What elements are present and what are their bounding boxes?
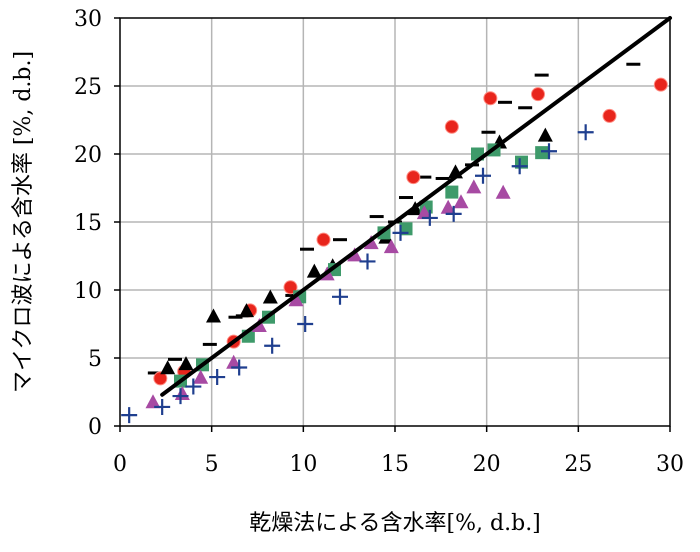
plus-point xyxy=(185,378,202,395)
triangle-point xyxy=(160,360,176,375)
plus-point xyxy=(511,158,528,175)
x-tick-label: 15 xyxy=(381,452,409,477)
y-tick-label: 0 xyxy=(88,415,102,440)
triangle-point xyxy=(537,127,553,142)
plus-point xyxy=(297,316,314,332)
triangle-point xyxy=(453,194,469,209)
plus-point xyxy=(332,288,348,305)
triangle-point xyxy=(416,205,432,220)
triangle-point xyxy=(193,369,209,384)
circle-point xyxy=(406,170,421,185)
y-tick-label: 10 xyxy=(74,279,102,304)
triangle-point xyxy=(239,303,254,318)
plus-point xyxy=(231,359,248,376)
triangle-point xyxy=(383,239,399,254)
y-tick-label: 30 xyxy=(74,7,102,32)
plus-point xyxy=(475,167,491,184)
x-axis-ticks: 0 5 10 15 20 25 30 xyxy=(113,426,684,477)
x-tick-label: 5 xyxy=(205,452,219,477)
x-tick-label: 20 xyxy=(473,452,501,477)
square-point xyxy=(445,185,459,199)
plus-point xyxy=(264,337,281,354)
reference-line xyxy=(160,16,672,397)
plus-point xyxy=(172,388,189,405)
x-tick-label: 30 xyxy=(656,452,684,477)
triangle-point xyxy=(145,394,161,409)
y-axis-title: マイクロ波による含水率 [%, d.b.] xyxy=(11,51,36,393)
y-tick-label: 20 xyxy=(74,143,102,168)
plus-point xyxy=(541,143,557,160)
triangle-point xyxy=(495,184,511,199)
x-tick-label: 10 xyxy=(289,452,317,477)
plus-point xyxy=(209,369,226,386)
data-points xyxy=(121,62,668,424)
triangle-point xyxy=(262,289,278,304)
triangle-point xyxy=(288,292,304,307)
one-to-one-line xyxy=(160,16,672,397)
plus-point xyxy=(392,224,409,241)
plus-point xyxy=(421,209,438,226)
circle-point xyxy=(531,87,545,102)
square-point xyxy=(535,146,549,160)
circle-point xyxy=(316,232,331,247)
circle-point xyxy=(483,91,498,106)
plus-point xyxy=(445,205,462,222)
x-tick-label: 25 xyxy=(564,452,592,477)
x-tick-label: 0 xyxy=(113,452,127,477)
triangle-point xyxy=(306,263,322,278)
plus-point xyxy=(121,407,138,424)
triangle-point xyxy=(440,199,456,214)
triangle-point xyxy=(206,308,221,323)
plus-point xyxy=(359,253,376,270)
y-tick-label: 5 xyxy=(88,347,102,372)
circle-point xyxy=(444,119,459,134)
plus-point xyxy=(154,398,171,415)
x-axis-title: 乾燥法による含水率[%, d.b.] xyxy=(249,511,541,536)
y-tick-label: 25 xyxy=(74,75,102,100)
plus-point xyxy=(577,124,594,141)
circle-point xyxy=(602,108,617,123)
triangle-point xyxy=(466,179,482,194)
triangle-point xyxy=(178,356,194,371)
circle-point xyxy=(153,371,168,386)
y-tick-label: 15 xyxy=(74,211,102,236)
circle-point xyxy=(653,77,668,92)
y-axis-ticks: 0 5 10 15 20 25 30 xyxy=(74,7,120,440)
triangle-point xyxy=(226,354,242,369)
